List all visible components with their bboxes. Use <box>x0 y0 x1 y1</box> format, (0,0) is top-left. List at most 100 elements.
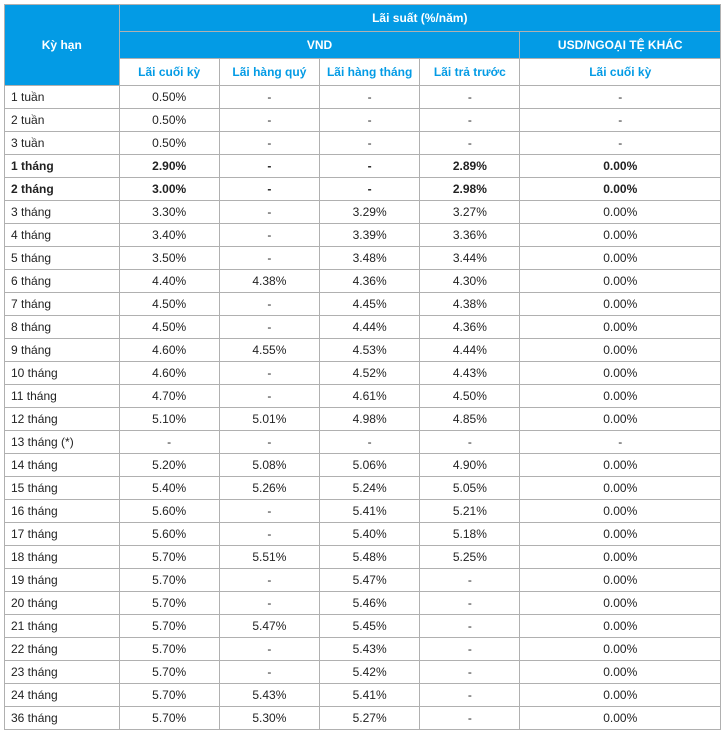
col-end-of-term: Lãi cuối kỳ <box>119 59 219 86</box>
rate-cell: - <box>219 293 319 316</box>
rate-cell: - <box>320 109 420 132</box>
rate-cell: - <box>420 592 520 615</box>
rate-cell: 0.50% <box>119 132 219 155</box>
rate-cell: 5.43% <box>219 684 319 707</box>
rate-cell: 5.70% <box>119 684 219 707</box>
rate-cell: 5.24% <box>320 477 420 500</box>
rate-cell: - <box>219 247 319 270</box>
rate-cell: - <box>320 155 420 178</box>
table-row: 9 tháng4.60%4.55%4.53%4.44%0.00% <box>5 339 721 362</box>
rate-cell: 4.55% <box>219 339 319 362</box>
rate-cell: 3.00% <box>119 178 219 201</box>
rate-cell: 5.51% <box>219 546 319 569</box>
term-cell: 21 tháng <box>5 615 120 638</box>
rate-cell: 4.60% <box>119 339 219 362</box>
term-cell: 15 tháng <box>5 477 120 500</box>
rate-cell: 0.50% <box>119 86 219 109</box>
rate-cell: 0.00% <box>520 247 721 270</box>
term-cell: 20 tháng <box>5 592 120 615</box>
table-row: 3 tháng3.30%-3.29%3.27%0.00% <box>5 201 721 224</box>
rate-cell: - <box>219 569 319 592</box>
rate-cell: 5.26% <box>219 477 319 500</box>
rate-cell: 5.40% <box>320 523 420 546</box>
rate-cell: - <box>219 224 319 247</box>
rate-cell: - <box>219 523 319 546</box>
table-row: 2 tuần0.50%---- <box>5 109 721 132</box>
rate-cell: 0.00% <box>520 408 721 431</box>
rate-cell: 0.00% <box>520 523 721 546</box>
rate-cell: 5.27% <box>320 707 420 730</box>
rate-cell: 4.53% <box>320 339 420 362</box>
table-row: 36 tháng5.70%5.30%5.27%-0.00% <box>5 707 721 730</box>
col-monthly: Lãi hàng tháng <box>320 59 420 86</box>
table-row: 16 tháng5.60%-5.41%5.21%0.00% <box>5 500 721 523</box>
term-cell: 11 tháng <box>5 385 120 408</box>
rate-cell: - <box>320 132 420 155</box>
table-row: 2 tháng3.00%--2.98%0.00% <box>5 178 721 201</box>
rate-cell: 5.70% <box>119 661 219 684</box>
rate-cell: - <box>320 178 420 201</box>
rate-cell: - <box>219 431 319 454</box>
table-row: 14 tháng5.20%5.08%5.06%4.90%0.00% <box>5 454 721 477</box>
header-term: Kỳ hạn <box>5 5 120 86</box>
table-row: 18 tháng5.70%5.51%5.48%5.25%0.00% <box>5 546 721 569</box>
rate-cell: 5.41% <box>320 684 420 707</box>
rate-cell: 3.50% <box>119 247 219 270</box>
term-cell: 36 tháng <box>5 707 120 730</box>
rate-cell: 4.90% <box>420 454 520 477</box>
rate-cell: 0.00% <box>520 454 721 477</box>
term-cell: 3 tuần <box>5 132 120 155</box>
rate-cell: 0.00% <box>520 707 721 730</box>
rate-cell: 5.40% <box>119 477 219 500</box>
rate-cell: 0.00% <box>520 270 721 293</box>
rate-cell: 0.00% <box>520 661 721 684</box>
rate-cell: - <box>520 109 721 132</box>
rate-cell: 0.00% <box>520 316 721 339</box>
term-cell: 16 tháng <box>5 500 120 523</box>
rate-cell: - <box>219 109 319 132</box>
rate-cell: 4.45% <box>320 293 420 316</box>
rate-cell: 5.60% <box>119 500 219 523</box>
table-row: 21 tháng5.70%5.47%5.45%-0.00% <box>5 615 721 638</box>
term-cell: 2 tuần <box>5 109 120 132</box>
rate-cell: - <box>520 86 721 109</box>
rate-cell: 3.27% <box>420 201 520 224</box>
rate-cell: 2.90% <box>119 155 219 178</box>
table-row: 4 tháng3.40%-3.39%3.36%0.00% <box>5 224 721 247</box>
table-row: 13 tháng (*)----- <box>5 431 721 454</box>
rate-cell: 5.21% <box>420 500 520 523</box>
rate-cell: 0.00% <box>520 178 721 201</box>
rate-cell: - <box>320 431 420 454</box>
term-cell: 3 tháng <box>5 201 120 224</box>
rate-cell: - <box>520 132 721 155</box>
rate-cell: - <box>219 201 319 224</box>
rate-cell: - <box>219 132 319 155</box>
rate-cell: 0.00% <box>520 155 721 178</box>
rate-cell: 5.60% <box>119 523 219 546</box>
rate-cell: 0.00% <box>520 615 721 638</box>
rate-cell: 5.25% <box>420 546 520 569</box>
rate-cell: 5.41% <box>320 500 420 523</box>
rate-cell: 4.60% <box>119 362 219 385</box>
rate-cell: 4.44% <box>320 316 420 339</box>
rate-cell: 4.40% <box>119 270 219 293</box>
term-cell: 14 tháng <box>5 454 120 477</box>
term-cell: 9 tháng <box>5 339 120 362</box>
term-cell: 4 tháng <box>5 224 120 247</box>
rate-cell: 3.29% <box>320 201 420 224</box>
table-row: 24 tháng5.70%5.43%5.41%-0.00% <box>5 684 721 707</box>
rate-cell: - <box>219 155 319 178</box>
rate-cell: 4.36% <box>320 270 420 293</box>
rate-cell: 3.30% <box>119 201 219 224</box>
rate-cell: 5.70% <box>119 569 219 592</box>
header-group-usd: USD/NGOẠI TỆ KHÁC <box>520 32 721 59</box>
rate-cell: - <box>420 132 520 155</box>
rate-cell: - <box>420 707 520 730</box>
table-row: 5 tháng3.50%-3.48%3.44%0.00% <box>5 247 721 270</box>
rate-cell: - <box>219 178 319 201</box>
rate-cell: - <box>420 661 520 684</box>
term-cell: 18 tháng <box>5 546 120 569</box>
rate-cell: - <box>420 109 520 132</box>
rate-cell: 4.70% <box>119 385 219 408</box>
col-prepaid: Lãi trả trước <box>420 59 520 86</box>
